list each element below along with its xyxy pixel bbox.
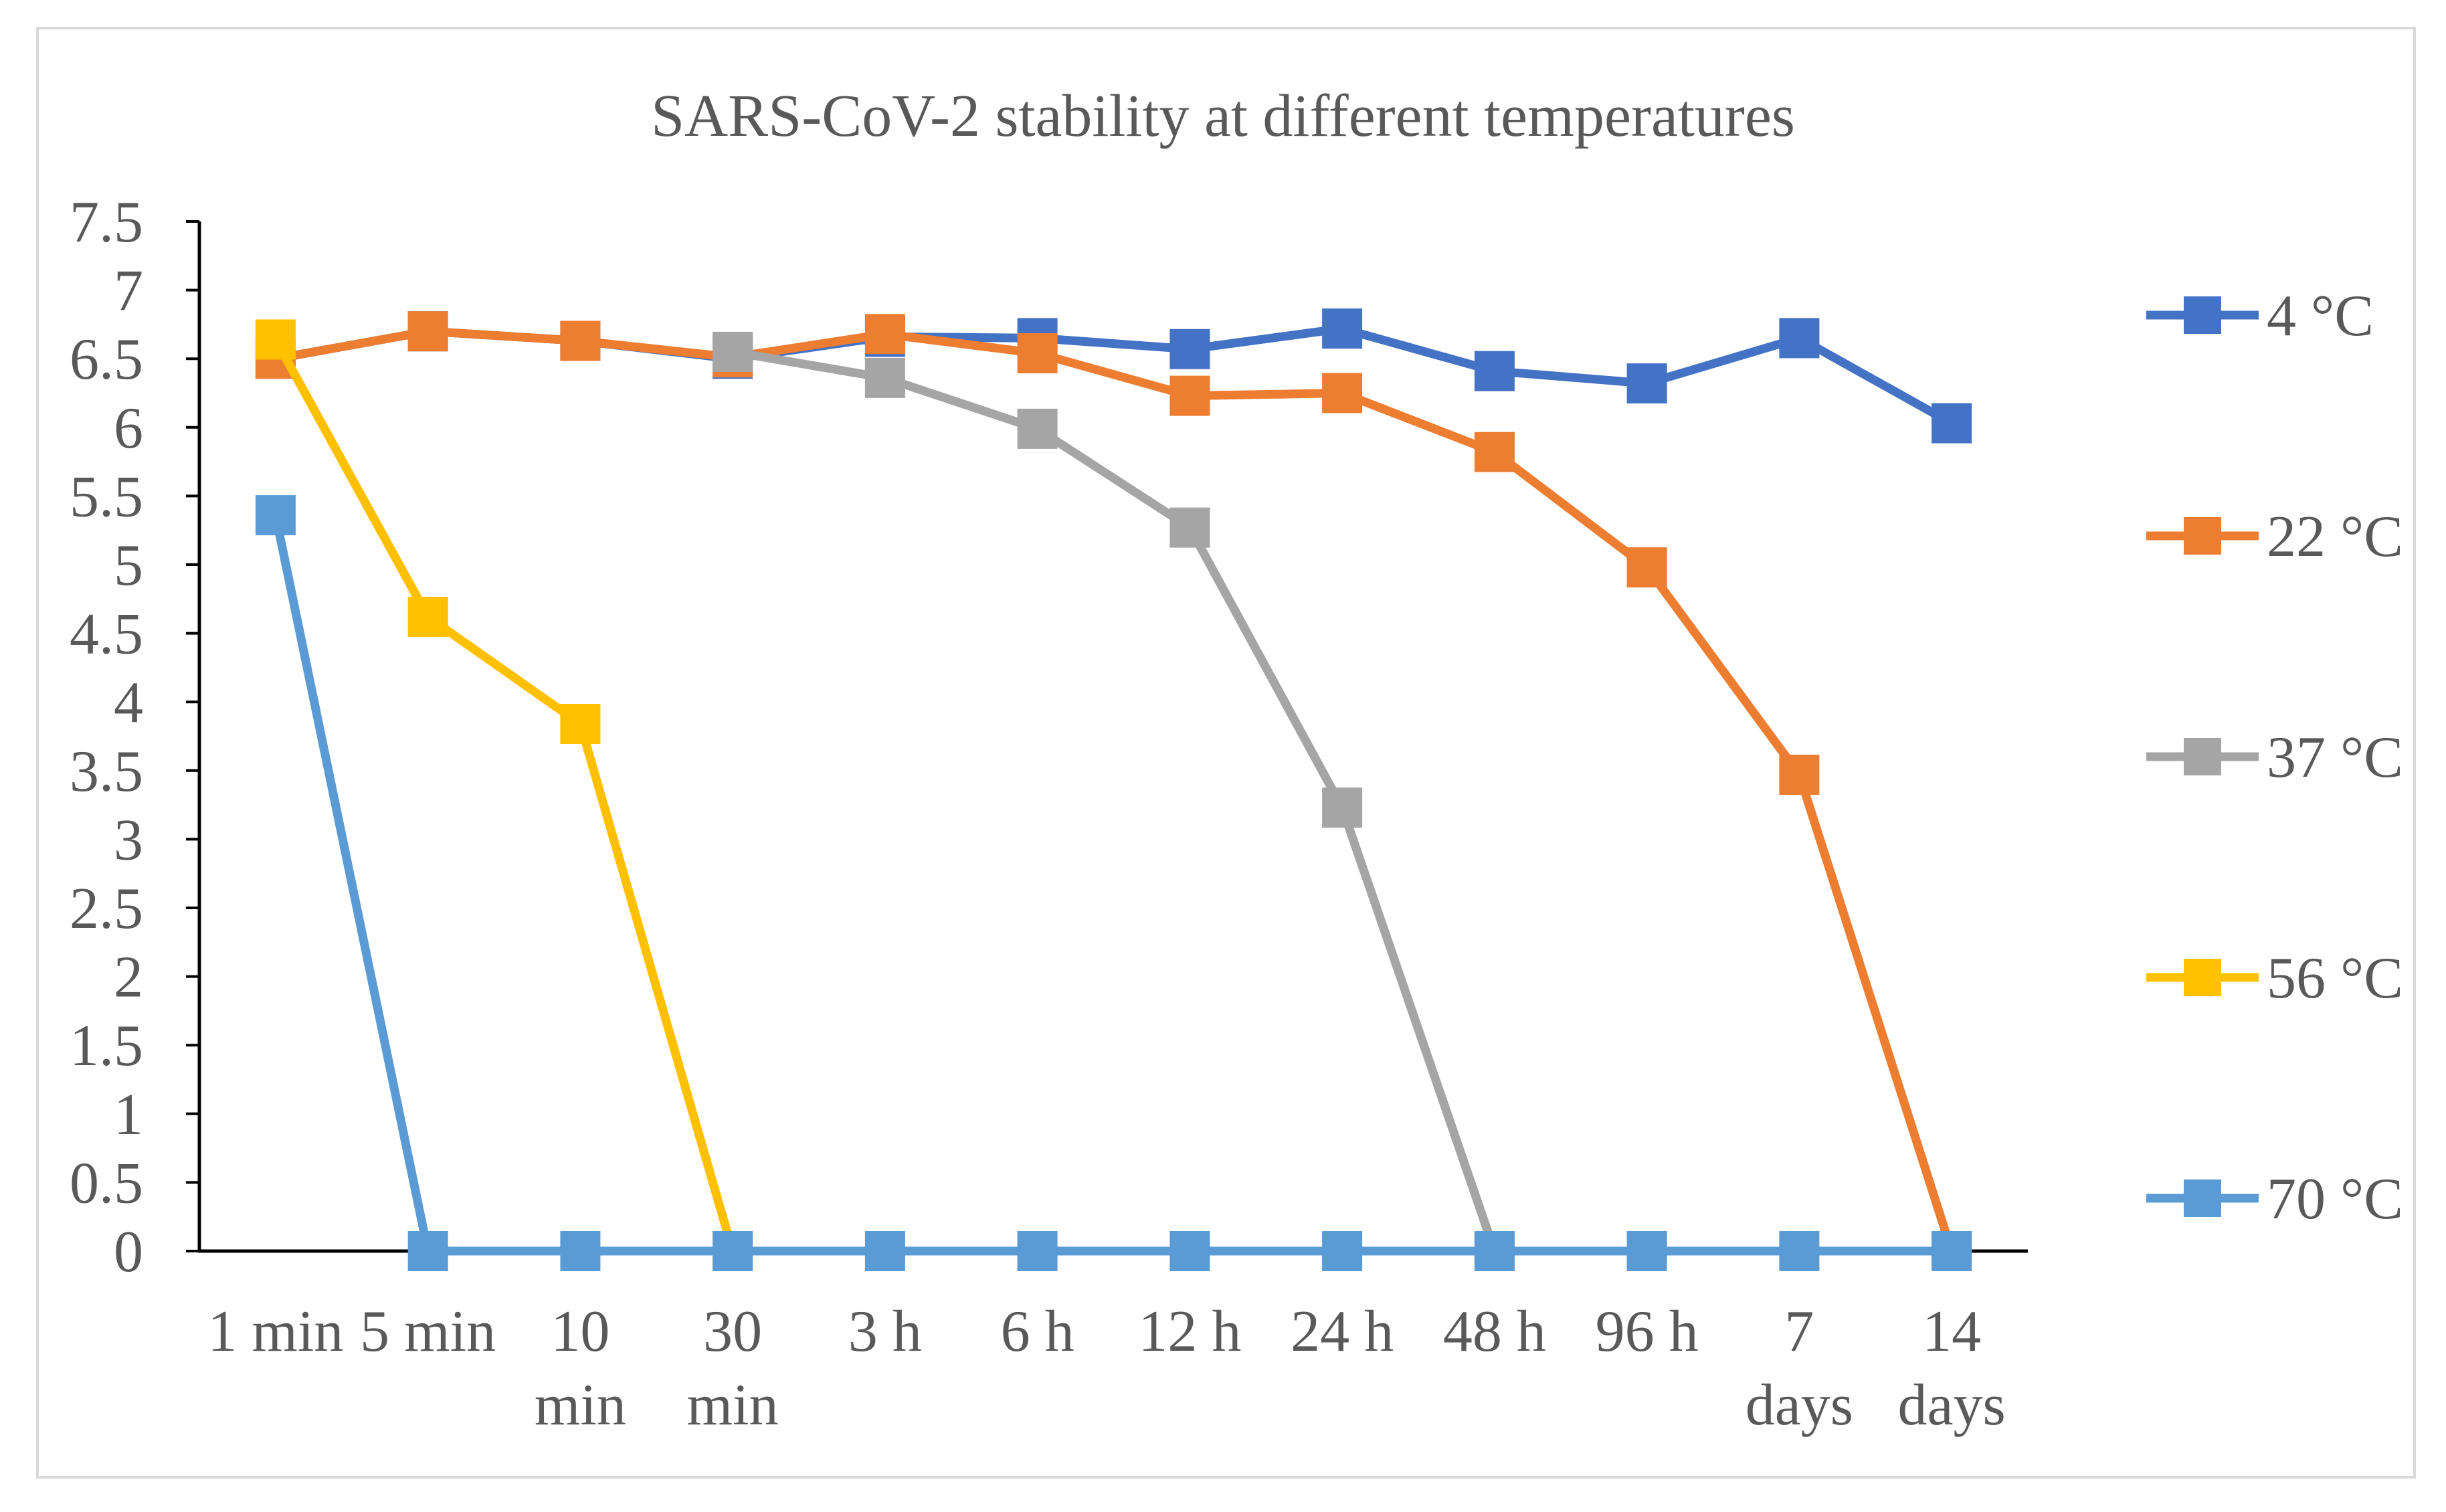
legend-marker-37-c [2184,738,2221,775]
series-56-c [255,319,753,1271]
x-tick-label-line: 30 [703,1299,762,1364]
marker-4-c-7-days [1779,318,1820,359]
marker-70-c-10-min [560,1231,601,1271]
marker-70-c-48-h [1474,1231,1515,1271]
x-tick-label: 5 min [360,1299,496,1364]
line-70-c [271,510,1956,1256]
marker-22-c-96-h [1626,547,1667,588]
legend-label-4-c: 4 °C [2267,284,2374,349]
marker-22-c-10-min [560,320,601,361]
x-tick-label: 7 days [1746,1299,1853,1438]
marker-22-c-3-h [864,314,905,355]
marker-22-c-12-h [1169,375,1210,416]
marker-22-c-24-h [1322,373,1363,413]
x-tick-label-line: min [687,1373,779,1438]
x-tick-label: 24 h [1291,1299,1394,1364]
legend-item-22-c: 22 °C [2146,504,2403,569]
marker-37-c-3-h [864,357,905,398]
y-tick-label: 5.5 [70,464,143,529]
line-22-c [271,326,1956,1256]
x-tick-label-line: days [1746,1373,1853,1438]
legend: 4 °C 22 °C 37 °C 56 °C 70 °C [2146,284,2403,1232]
x-tick-label-line: 7 [1784,1299,1814,1364]
marker-22-c-48-h [1474,432,1515,472]
marker-56-c-10-min [560,704,601,744]
y-tick-label: 2 [114,945,143,1010]
marker-37-c-24-h [1322,787,1363,828]
axes: 00.511.522.533.544.555.566.577.51 min 5 m… [70,190,2028,1438]
y-tick-label: 0.5 [70,1151,143,1216]
legend-item-37-c: 37 °C [2146,725,2403,790]
y-tick-label: 6 [114,396,143,461]
x-tick-label: 1 min [207,1299,343,1364]
marker-70-c-3-h [864,1231,905,1271]
marker-70-c-1-min [255,495,296,536]
marker-70-c-30-min [713,1231,753,1271]
marker-56-c-1-min [255,319,296,360]
marker-4-c-48-h [1474,351,1515,391]
y-tick-label: 0 [114,1220,143,1285]
y-tick-label: 5 [114,533,143,598]
chart-border [36,27,2416,1479]
y-tick-label: 4 [114,670,143,735]
legend-marker-70-c [2184,1179,2221,1217]
marker-4-c-12-h [1169,328,1210,369]
chart-title: SARS-CoV-2 stability at different temper… [651,83,1795,149]
line-56-c [271,335,737,1256]
y-tick-label: 3.5 [70,739,143,804]
legend-item-70-c: 70 °C [2146,1167,2403,1232]
marker-22-c-6-h [1017,333,1058,373]
marker-70-c-96-h [1626,1231,1667,1271]
legend-marker-56-c [2184,959,2221,996]
x-tick-label: 12 h [1138,1299,1241,1364]
x-tick-label: 10 min [535,1299,626,1438]
y-tick-label: 3 [114,808,143,872]
legend-label-37-c: 37 °C [2267,725,2403,790]
marker-70-c-24-h [1322,1231,1363,1271]
x-tick-label: 96 h [1596,1299,1699,1364]
marker-70-c-7-days [1779,1231,1820,1271]
marker-37-c-30-min [713,331,753,372]
x-tick-label-line: 14 [1922,1299,1981,1364]
legend-label-22-c: 22 °C [2267,504,2403,569]
marker-37-c-12-h [1169,507,1210,548]
marker-70-c-5-min [407,1231,448,1271]
x-tick-label: 30 min [687,1299,779,1438]
y-tick-label: 1 [114,1082,143,1147]
x-tick-label-line: days [1897,1373,2005,1438]
x-tick-label-line: min [535,1373,626,1438]
x-tick-label-line: 10 [551,1299,609,1364]
marker-22-c-7-days [1779,755,1820,795]
marker-70-c-6-h [1017,1231,1058,1271]
marker-4-c-24-h [1322,308,1363,349]
legend-item-4-c: 4 °C [2146,284,2374,349]
y-tick-label: 2.5 [70,876,143,941]
y-tick-label: 7.5 [70,190,143,255]
y-tick-label: 4.5 [70,602,143,667]
marker-70-c-12-h [1169,1231,1210,1271]
marker-4-c-14-days [1932,403,1972,444]
line-37-c [728,347,1499,1256]
marker-37-c-6-h [1017,408,1058,449]
marker-22-c-5-min [407,311,448,352]
y-tick-label: 1.5 [70,1014,143,1078]
marker-4-c-96-h [1626,363,1667,404]
legend-marker-22-c [2184,517,2221,555]
marker-70-c-14-days [1932,1231,1972,1271]
y-tick-label: 6.5 [70,327,143,392]
x-tick-label: 6 h [1001,1299,1074,1364]
legend-item-56-c: 56 °C [2146,946,2403,1011]
x-tick-label: 14 days [1897,1299,2005,1438]
x-tick-label: 48 h [1443,1299,1546,1364]
plot-area [255,308,1972,1271]
marker-56-c-5-min [407,597,448,637]
y-tick-label: 7 [114,259,143,324]
series-70-c [255,495,1972,1271]
x-tick-label: 3 h [848,1299,922,1364]
legend-label-70-c: 70 °C [2267,1167,2403,1232]
legend-marker-4-c [2184,296,2221,334]
legend-label-56-c: 56 °C [2267,946,2403,1011]
